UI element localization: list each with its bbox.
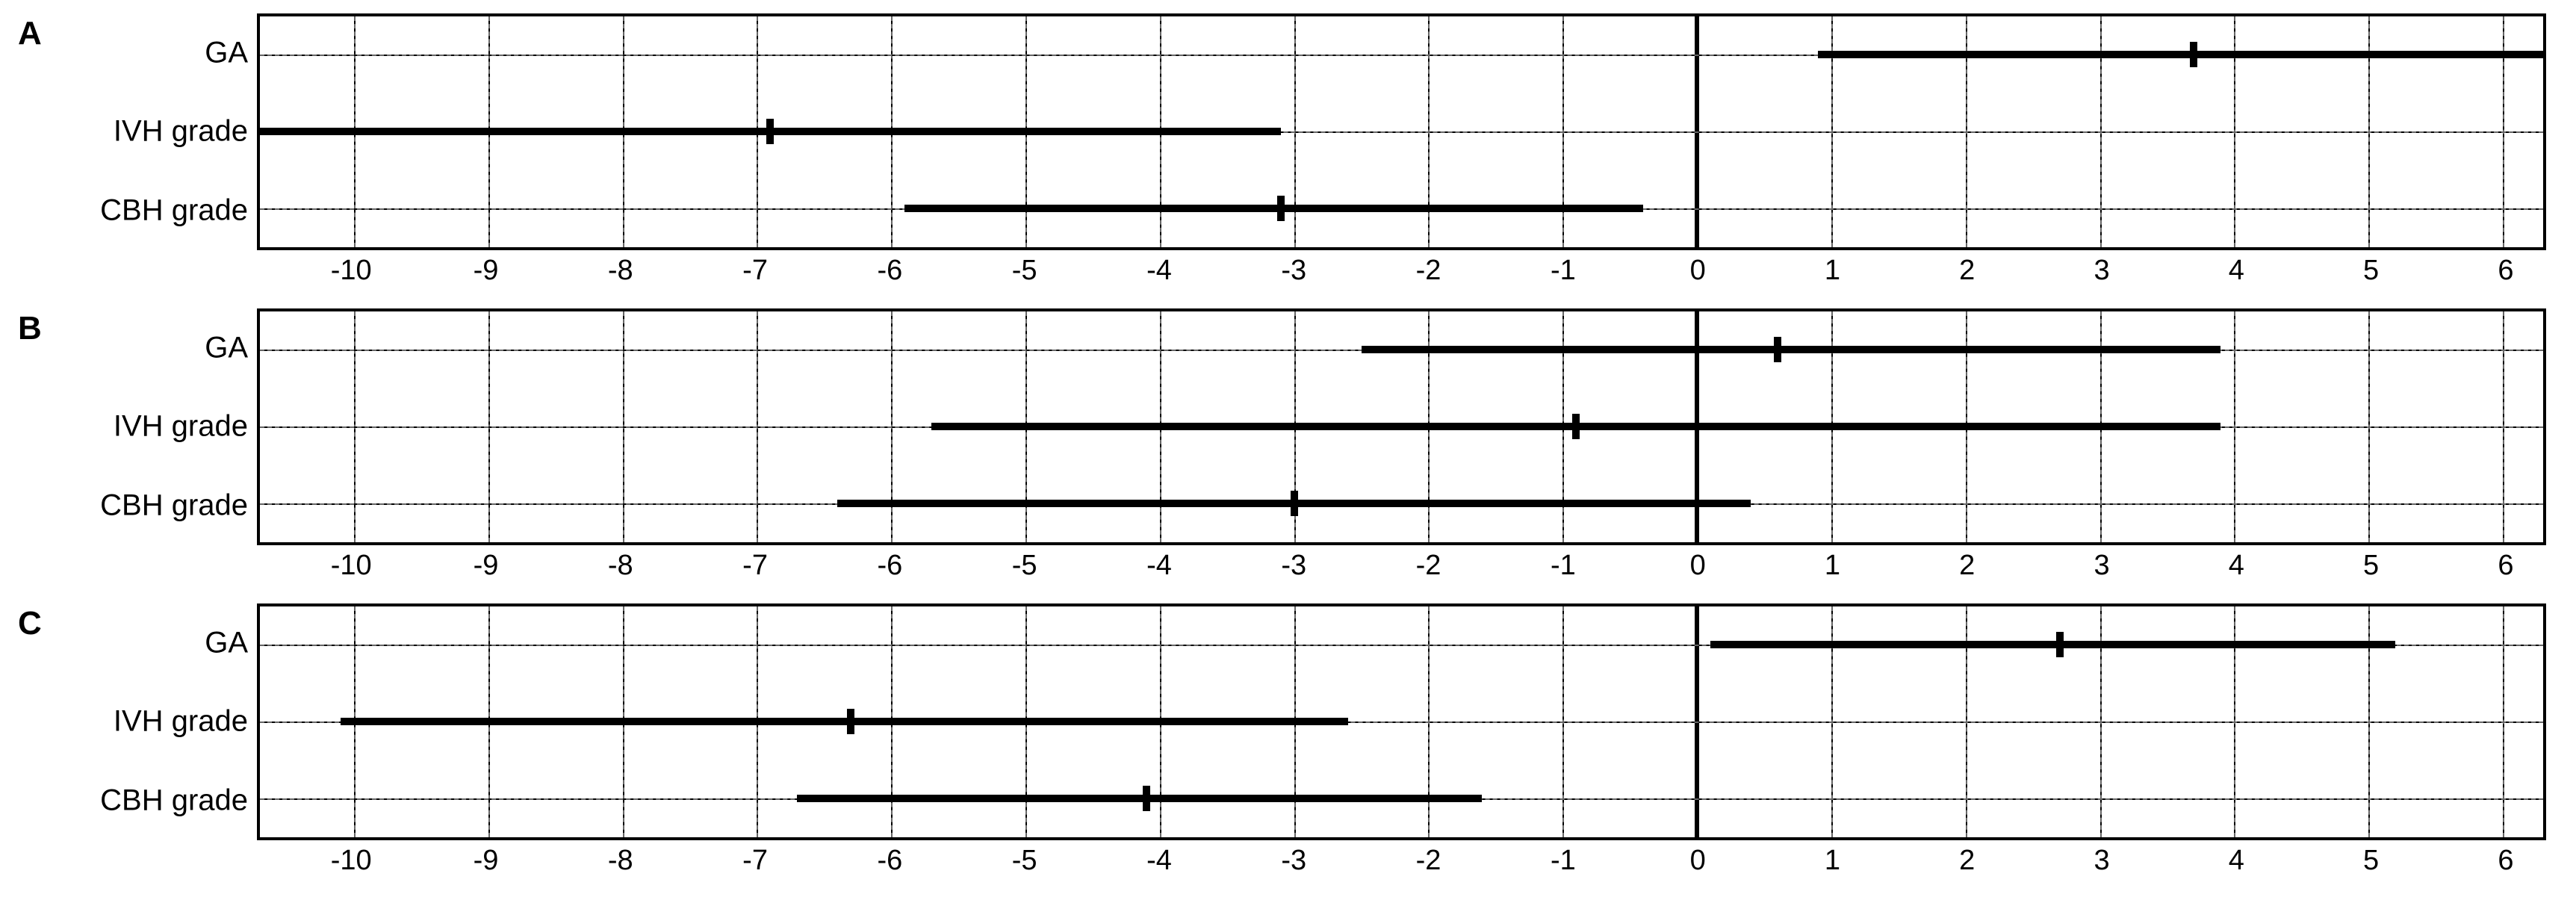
ci-bar xyxy=(797,795,1482,802)
xtick-label: -10 xyxy=(331,550,372,582)
panel-A: AGAIVH gradeCBH grade-10-9-8-7-6-5-4-3-2… xyxy=(15,7,2546,302)
ci-bar xyxy=(1362,346,2221,353)
xtick-label: -10 xyxy=(331,845,372,877)
xticks: -10-9-8-7-6-5-4-3-2-10123456 xyxy=(257,545,2546,598)
xtick-label: 5 xyxy=(2363,550,2379,582)
xtick-label: 6 xyxy=(2498,255,2513,287)
ci-point xyxy=(847,709,854,734)
xticks: -10-9-8-7-6-5-4-3-2-10123456 xyxy=(257,250,2546,302)
xtick-label: -8 xyxy=(608,255,633,287)
xtick-label: 6 xyxy=(2498,550,2513,582)
row-labels: GA IVH grade CBH grade xyxy=(63,7,257,302)
row-labels: GA IVH grade CBH grade xyxy=(63,302,257,598)
xtick-label: -3 xyxy=(1281,845,1306,877)
xtick-label: 5 xyxy=(2363,845,2379,877)
ci-point xyxy=(1277,196,1285,221)
xtick-label: 0 xyxy=(1690,550,1706,582)
xtick-label: 3 xyxy=(2094,550,2109,582)
xtick-label: -9 xyxy=(474,550,499,582)
xtick-label: 3 xyxy=(2094,845,2109,877)
xtick-label: 2 xyxy=(1959,550,1975,582)
row-label: GA xyxy=(205,626,248,660)
xtick-label: -4 xyxy=(1146,845,1172,877)
ci-point xyxy=(1291,491,1298,516)
plot-wrap: -10-9-8-7-6-5-4-3-2-10123456 xyxy=(257,302,2546,598)
xtick-label: -9 xyxy=(474,255,499,287)
plot-area xyxy=(257,308,2546,545)
row-label: IVH grade xyxy=(114,410,248,444)
xtick-label: -7 xyxy=(742,550,768,582)
xtick-label: 0 xyxy=(1690,255,1706,287)
row-label: CBH grade xyxy=(100,194,248,228)
row-label: IVH grade xyxy=(114,705,248,739)
panel-letter: B xyxy=(15,302,63,598)
row-label: CBH grade xyxy=(100,489,248,523)
row-label: GA xyxy=(205,36,248,69)
xtick-label: -1 xyxy=(1551,255,1576,287)
ci-point xyxy=(2190,42,2197,67)
xtick-label: 2 xyxy=(1959,845,1975,877)
ci-bar xyxy=(904,205,1643,212)
xtick-label: -6 xyxy=(877,255,902,287)
ci-point xyxy=(1572,414,1580,439)
forest-plot-figure: AGAIVH gradeCBH grade-10-9-8-7-6-5-4-3-2… xyxy=(0,0,2576,900)
xtick-label: -6 xyxy=(877,550,902,582)
xtick-label: 6 xyxy=(2498,845,2513,877)
xtick-label: -2 xyxy=(1416,255,1441,287)
xtick-label: -2 xyxy=(1416,845,1441,877)
xtick-label: 4 xyxy=(2229,845,2244,877)
xtick-label: -1 xyxy=(1551,550,1576,582)
xtick-label: -3 xyxy=(1281,550,1306,582)
xtick-label: -5 xyxy=(1012,255,1037,287)
plot-area xyxy=(257,603,2546,840)
row-label: GA xyxy=(205,331,248,364)
ci-point xyxy=(2056,632,2064,657)
row-labels: GA IVH grade CBH grade xyxy=(63,598,257,893)
ci-bar xyxy=(1710,641,2395,648)
xtick-label: 1 xyxy=(1825,845,1840,877)
xtick-label: 1 xyxy=(1825,255,1840,287)
xtick-label: 5 xyxy=(2363,255,2379,287)
xtick-label: -10 xyxy=(331,255,372,287)
xtick-label: -2 xyxy=(1416,550,1441,582)
row-label: CBH grade xyxy=(100,784,248,818)
xtick-label: -8 xyxy=(608,845,633,877)
plot-wrap: -10-9-8-7-6-5-4-3-2-10123456 xyxy=(257,7,2546,302)
xtick-label: 4 xyxy=(2229,255,2244,287)
plot-area xyxy=(257,13,2546,250)
xtick-label: 3 xyxy=(2094,255,2109,287)
xtick-label: -5 xyxy=(1012,550,1037,582)
xtick-label: -7 xyxy=(742,845,768,877)
ci-point xyxy=(1143,786,1150,811)
xtick-label: 0 xyxy=(1690,845,1706,877)
ci-point xyxy=(766,119,774,144)
row-label: IVH grade xyxy=(114,115,248,149)
ci-point xyxy=(1774,337,1781,362)
plot-wrap: -10-9-8-7-6-5-4-3-2-10123456 xyxy=(257,598,2546,893)
xtick-label: -3 xyxy=(1281,255,1306,287)
xtick-label: -4 xyxy=(1146,550,1172,582)
xtick-label: -7 xyxy=(742,255,768,287)
panel-letter: A xyxy=(15,7,63,302)
xtick-label: -6 xyxy=(877,845,902,877)
xtick-label: -5 xyxy=(1012,845,1037,877)
xtick-label: 2 xyxy=(1959,255,1975,287)
xtick-label: -1 xyxy=(1551,845,1576,877)
xtick-label: 1 xyxy=(1825,550,1840,582)
panel-B: BGAIVH gradeCBH grade-10-9-8-7-6-5-4-3-2… xyxy=(15,302,2546,598)
panel-C: CGAIVH gradeCBH grade-10-9-8-7-6-5-4-3-2… xyxy=(15,598,2546,893)
ci-bar xyxy=(1818,51,2543,58)
xtick-label: -9 xyxy=(474,845,499,877)
xtick-label: 4 xyxy=(2229,550,2244,582)
xticks: -10-9-8-7-6-5-4-3-2-10123456 xyxy=(257,840,2546,893)
xtick-label: -8 xyxy=(608,550,633,582)
ci-bar xyxy=(341,718,1348,725)
panel-letter: C xyxy=(15,598,63,893)
xtick-label: -4 xyxy=(1146,255,1172,287)
